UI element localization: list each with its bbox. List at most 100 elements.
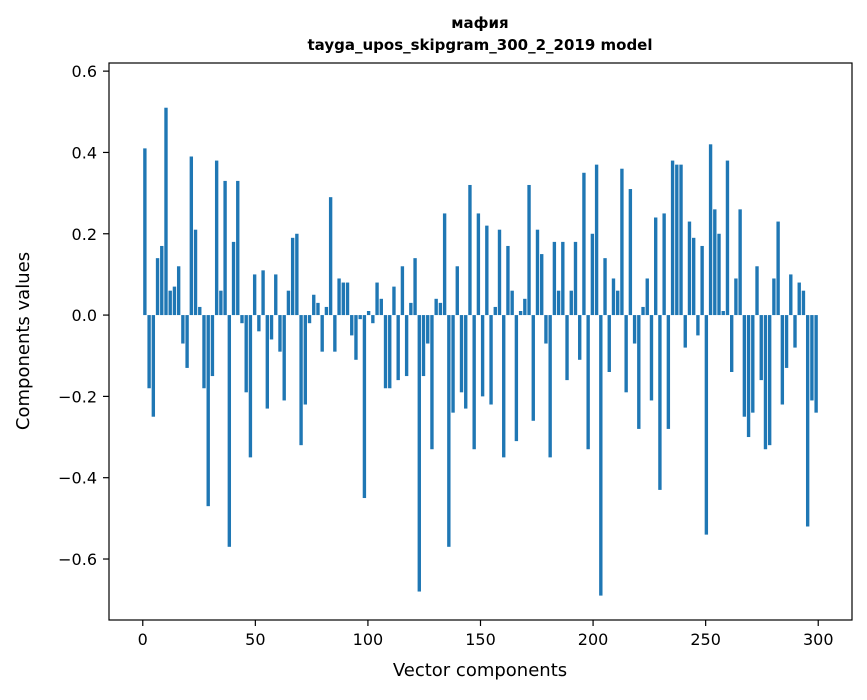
bar xyxy=(181,315,185,344)
bar xyxy=(552,241,557,316)
bar xyxy=(328,197,333,316)
bar xyxy=(734,278,738,316)
bar xyxy=(620,168,624,316)
bar xyxy=(624,315,628,393)
bar xyxy=(261,270,265,316)
x-tick-label: 250 xyxy=(690,630,721,649)
bar xyxy=(603,258,607,316)
bar xyxy=(303,315,307,405)
bar xyxy=(717,233,721,316)
bar xyxy=(611,278,616,316)
bar xyxy=(396,315,400,381)
bar xyxy=(586,315,590,450)
bar xyxy=(641,306,645,316)
bar xyxy=(632,315,637,344)
bar xyxy=(375,282,379,316)
bar xyxy=(345,282,350,316)
chart-title: мафия xyxy=(451,14,508,32)
bar xyxy=(628,189,633,316)
bar xyxy=(269,315,274,340)
y-tick-label: −0.4 xyxy=(58,469,97,488)
bar xyxy=(198,306,202,316)
bar xyxy=(670,160,675,316)
plot-frame xyxy=(108,62,853,621)
bar xyxy=(185,315,189,368)
bar xyxy=(599,315,603,596)
bar xyxy=(362,315,367,499)
bar xyxy=(805,315,810,527)
bar xyxy=(392,286,396,316)
bar xyxy=(421,315,426,377)
bar xyxy=(434,298,438,316)
bar xyxy=(730,315,734,372)
bar xyxy=(155,258,160,316)
bar xyxy=(767,315,772,446)
bar xyxy=(814,315,818,413)
bar xyxy=(341,282,345,316)
bar xyxy=(223,180,227,316)
bar xyxy=(565,315,569,381)
bar xyxy=(324,306,329,316)
bar xyxy=(202,315,206,389)
bar xyxy=(594,164,599,316)
bar xyxy=(147,315,151,389)
y-tick-label: 0.2 xyxy=(72,225,97,244)
bar xyxy=(172,286,177,316)
bar xyxy=(692,237,696,316)
bar xyxy=(531,315,535,421)
bar xyxy=(590,233,595,316)
bar xyxy=(649,315,654,401)
bar xyxy=(658,315,662,490)
x-tick-label: 300 xyxy=(803,630,834,649)
bar xyxy=(485,225,489,316)
bar xyxy=(295,233,299,316)
bar xyxy=(143,148,147,316)
bar xyxy=(675,164,679,316)
bar xyxy=(468,184,472,316)
bar xyxy=(556,290,561,316)
bar xyxy=(502,315,506,458)
bar xyxy=(350,315,354,336)
bar xyxy=(544,315,548,344)
bar xyxy=(413,258,417,316)
bar xyxy=(286,290,291,316)
x-tick-label: 200 xyxy=(578,630,609,649)
bar xyxy=(742,315,747,417)
y-tick-label: 0.0 xyxy=(72,306,97,325)
bar xyxy=(725,160,730,316)
bar xyxy=(438,302,443,316)
bar xyxy=(312,294,316,316)
bar xyxy=(231,241,236,316)
bar xyxy=(654,217,658,316)
bar xyxy=(160,245,164,316)
bar xyxy=(240,315,244,324)
bar xyxy=(337,278,341,316)
bar xyxy=(510,290,514,316)
bar xyxy=(320,315,324,352)
bar xyxy=(535,229,540,316)
bar xyxy=(282,315,286,401)
bar xyxy=(227,315,232,547)
bar xyxy=(151,315,156,417)
bar xyxy=(616,290,620,316)
bar xyxy=(290,237,295,316)
bar xyxy=(506,245,510,316)
bar xyxy=(383,315,388,389)
bar xyxy=(573,241,578,316)
bar xyxy=(493,306,497,316)
bar xyxy=(236,180,240,316)
bar xyxy=(751,315,755,413)
bar xyxy=(662,213,666,316)
y-tick-label: 0.6 xyxy=(72,62,97,81)
bar xyxy=(696,315,700,336)
x-tick-label: 150 xyxy=(465,630,496,649)
bar xyxy=(704,315,709,535)
axes: 0 50 100 150 200 250 300 −0.6 −0.4 −0.2 0.0 0.2 0.4 0… xyxy=(58,62,833,649)
bar xyxy=(518,311,523,316)
bar xyxy=(371,315,375,324)
bar xyxy=(561,241,565,316)
bar xyxy=(514,315,519,442)
bar xyxy=(278,315,282,352)
bar xyxy=(578,315,582,360)
